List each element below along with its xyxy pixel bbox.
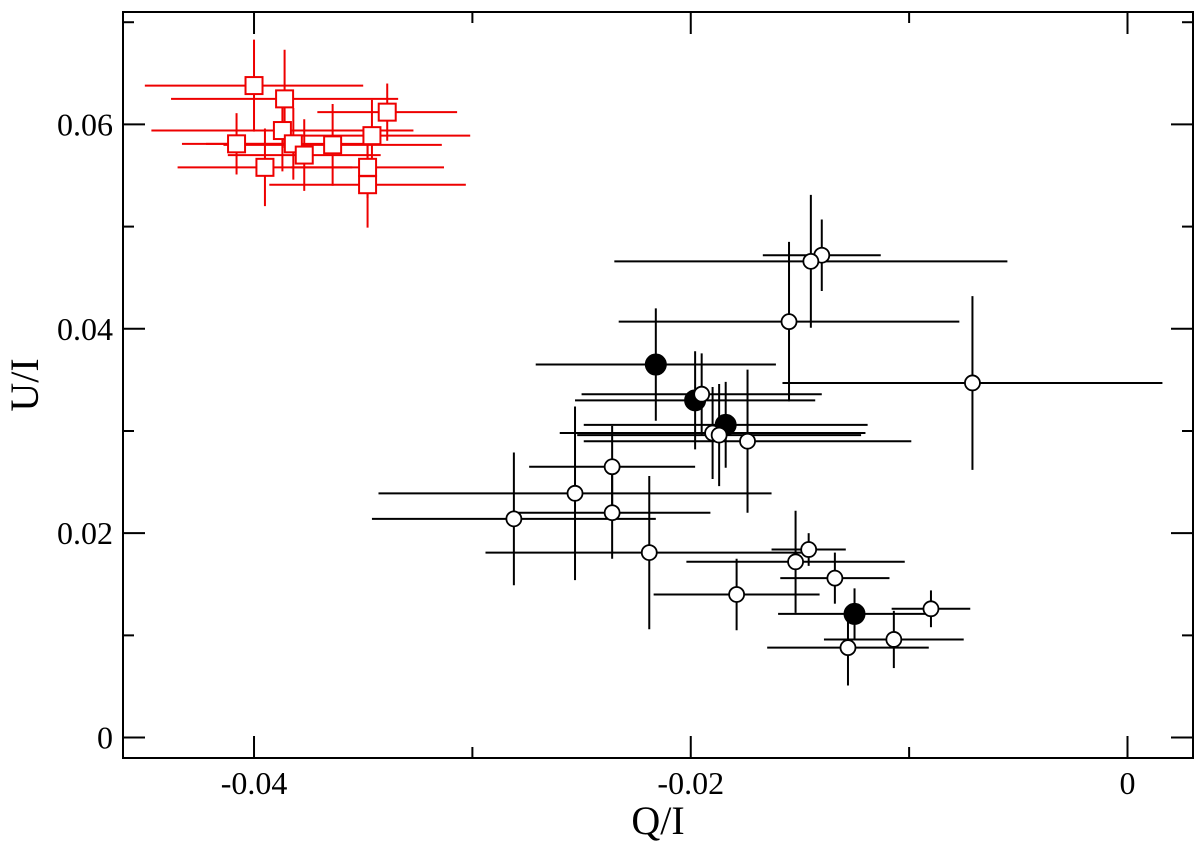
data-point-square [323,135,343,155]
data-point-square [275,89,295,109]
y-tick-label: 0.02 [57,515,113,551]
data-point-open [603,504,621,522]
data-point-open [922,600,940,618]
data-point-open [640,544,658,561]
data-point-open [566,484,584,502]
axis-ticks [123,12,1193,758]
x-tick-label: -0.02 [657,765,724,801]
x-axis-label: Q/I [631,798,684,843]
data-point-filled [644,353,667,376]
data-point-square [294,145,314,165]
data-point-open [780,313,798,331]
data-point-open [505,510,523,528]
data-point-square [362,126,382,146]
x-tick-label: 0 [1119,765,1135,801]
y-tick-label: 0.06 [57,106,113,142]
series-circle-open [371,194,1163,686]
data-point-open [802,252,820,270]
y-tick-label: 0.04 [57,311,113,347]
data-series [144,39,1163,686]
data-point-open [885,631,903,648]
data-point-square [377,102,397,122]
data-point-open [739,432,756,450]
tick-labels: -0.04 -0.02 0 0 0.02 0.04 0.06 [57,106,1135,801]
data-point-open [603,458,621,476]
y-axis-label: U/I [2,358,47,411]
data-point-open [728,586,746,603]
data-point-square [358,175,378,195]
data-point-open [826,569,844,587]
data-point-open [964,374,981,392]
data-point-square [255,157,275,177]
data-point-square [227,134,247,154]
series-square-open [144,39,471,228]
plot-frame [122,11,1194,759]
data-point-open [787,553,804,571]
data-point-square [244,76,264,96]
data-point-open [800,541,818,558]
data-point-open [839,639,857,657]
x-tick-label: -0.04 [221,765,288,801]
data-point-open [710,426,728,444]
data-point-filled [843,602,866,625]
y-tick-label: 0 [97,720,113,756]
data-point-open [693,385,711,403]
data-point-square [358,157,378,177]
